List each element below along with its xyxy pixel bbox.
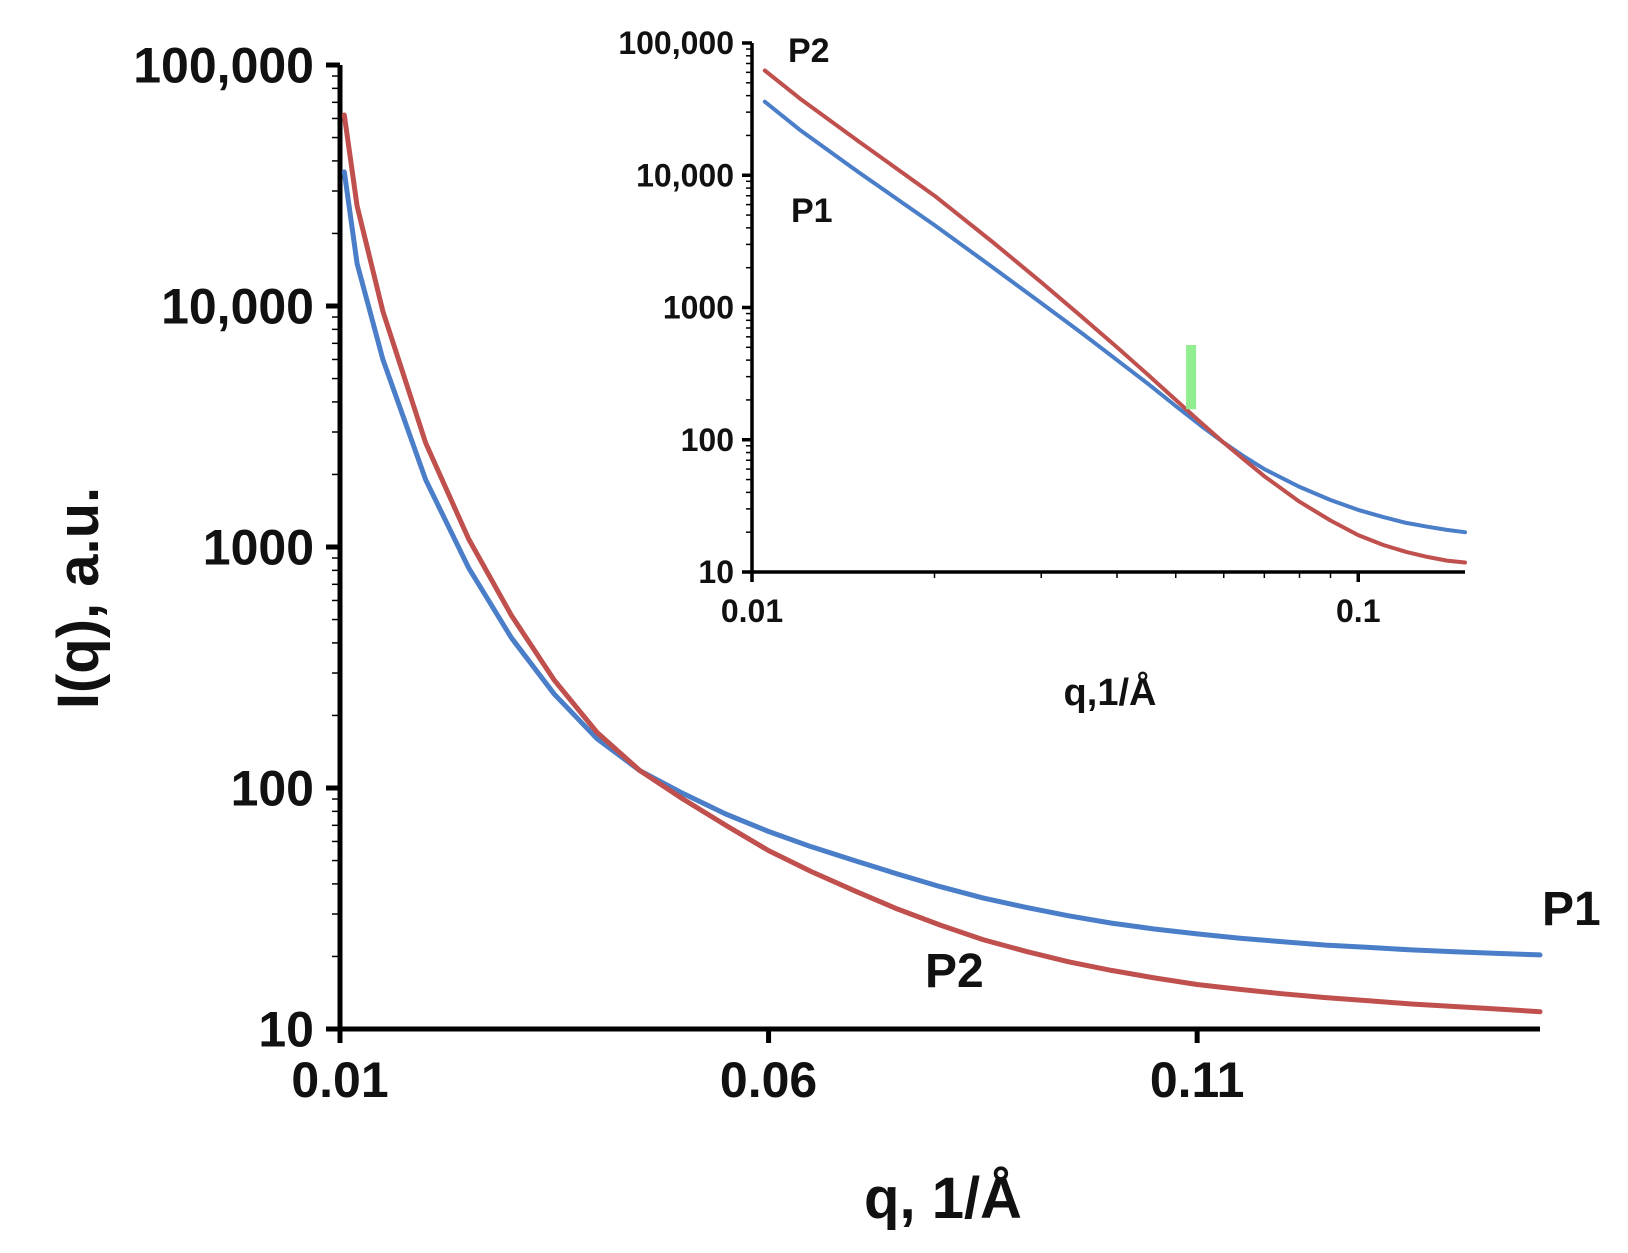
x-tick-label-main: 0.01 xyxy=(291,1052,388,1108)
y-tick-label-main: 100,000 xyxy=(133,38,314,94)
y-tick-label-inset: 10,000 xyxy=(636,157,734,193)
inset-series-group xyxy=(762,68,1467,565)
inset-labels: q,1/Å P2 P1 xyxy=(788,32,1156,714)
main-chart: 10 100 1000 10,000 100,000 0.01 0.06 0.11 q, 1/… xyxy=(46,38,1601,1232)
main-labels: q, 1/Å I(q), a.u. P1 P2 xyxy=(46,487,1601,1231)
main-series-group xyxy=(341,112,1543,1015)
inset-x-axis-title: q,1/Å xyxy=(1064,670,1157,714)
y-tick-label-inset: 10 xyxy=(698,554,734,590)
main-p1-label: P1 xyxy=(1542,883,1601,936)
inset-p2-label: P2 xyxy=(788,32,830,70)
x-tick-label-inset: 0.1 xyxy=(1336,593,1380,629)
inset-p1-label: P1 xyxy=(791,192,833,230)
y-tick-label-main: 10,000 xyxy=(161,279,314,335)
y-tick-label-main: 100 xyxy=(231,761,314,817)
y-tick-label-inset: 100 xyxy=(681,422,734,458)
series-line-p2-inset xyxy=(762,68,1467,565)
series-line-p1-main xyxy=(341,169,1543,958)
series-line-p2-main xyxy=(341,112,1543,1015)
main-p2-label: P2 xyxy=(925,945,984,998)
series-line-p1-inset xyxy=(762,99,1467,535)
x-tick-label-main: 0.11 xyxy=(1150,1052,1245,1108)
main-x-axis-title: q, 1/Å xyxy=(864,1166,1022,1231)
inset-axes: 10 100 1000 10,000 100,000 0.01 0.1 xyxy=(618,25,1465,629)
y-tick-label-inset: 1000 xyxy=(663,290,734,326)
y-tick-label-inset: 100,000 xyxy=(618,25,734,61)
x-tick-label-main: 0.06 xyxy=(720,1052,817,1108)
inset-chart: 10 100 1000 10,000 100,000 0.01 0.1 q,1/Å P2 P… xyxy=(618,25,1467,714)
y-tick-label-main: 10 xyxy=(258,1002,314,1058)
main-axes: 10 100 1000 10,000 100,000 0.01 0.06 0.11 xyxy=(133,38,1540,1108)
x-tick-label-inset: 0.01 xyxy=(721,593,783,629)
y-tick-label-main: 1000 xyxy=(203,520,314,576)
main-y-axis-title: I(q), a.u. xyxy=(46,487,111,709)
